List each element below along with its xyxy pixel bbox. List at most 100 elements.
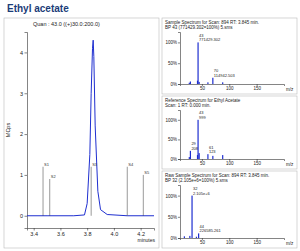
tick: 50	[200, 238, 206, 245]
chart-subtitle: BP 43 (771429.302=100%) 5.sms	[165, 25, 233, 30]
panel-frame	[4, 18, 159, 248]
marker-label: S3	[92, 162, 98, 167]
spectrum-bar	[212, 78, 213, 84]
spectrum-bar	[199, 153, 200, 159]
peak-marker	[49, 179, 50, 216]
spectrum-bar	[199, 82, 200, 84]
spectrum-bar	[222, 82, 223, 84]
spectrum-bar	[184, 236, 185, 238]
y-axis: 0% 50% 100%	[165, 33, 180, 87]
tick-mark	[25, 52, 28, 53]
tick: 50%	[168, 215, 180, 220]
spectrum-bar	[198, 233, 199, 238]
chart-subtitle: Scan: 1 RT: 0.000 min.	[165, 103, 210, 108]
axis-line	[178, 111, 181, 160]
spectrum-bar	[222, 155, 223, 159]
marker-label: S4	[128, 162, 134, 167]
tick: 0%	[170, 82, 180, 87]
tick-mark	[178, 196, 180, 197]
tick: 100%	[165, 40, 180, 45]
chart-subtitle: BP 32 (2.105e+6=100%) 5.sms	[165, 178, 228, 183]
tick-label: 0%	[170, 236, 177, 241]
spectrum-bar	[212, 156, 213, 159]
marker-label: S5	[144, 170, 150, 175]
x-axis: 50 100 150	[181, 238, 285, 245]
tick-label: 100	[226, 240, 234, 245]
spectrum-bar	[190, 151, 191, 159]
y-axis: 0%50%100%	[165, 111, 180, 162]
axis-line	[178, 33, 181, 85]
spectrum-bar	[207, 154, 208, 159]
tick-label: 100	[226, 86, 234, 91]
peak-label: 226585.261	[200, 228, 222, 233]
tick-mark	[178, 159, 180, 160]
chromatogram-line	[27, 40, 154, 216]
tick-label: 100%	[165, 118, 177, 123]
x-axis: 50100150	[181, 84, 285, 91]
tick-mark	[178, 120, 180, 121]
peak-marker	[43, 167, 44, 216]
tick-label: 0	[20, 213, 23, 219]
peak-label: 114942.503	[214, 73, 236, 78]
spectrum-bar	[189, 157, 190, 159]
tick-label: 3.4	[30, 231, 38, 237]
marker-label: S1	[44, 162, 50, 167]
tick: 4.2	[137, 228, 145, 237]
plot-area	[189, 120, 224, 159]
tick: 100	[226, 159, 234, 166]
y-axis: 0%50%100%	[165, 186, 180, 241]
tick: 2	[20, 131, 27, 137]
chart-title: Quan : 43.0 ((+)30.0:200.0)	[33, 21, 100, 27]
tick: 3	[20, 91, 27, 97]
tick: 3.4	[30, 228, 38, 237]
tick-label: 4	[20, 50, 23, 56]
tick-mark	[178, 84, 180, 85]
peak-label: 771429.302	[199, 37, 221, 42]
tick-label: 150	[253, 240, 261, 245]
tick-label: 3.8	[84, 231, 92, 237]
tick-label: 50%	[168, 61, 177, 66]
tick-label: 0%	[170, 82, 177, 87]
spectrum-bar	[191, 196, 192, 238]
tick-label: 50%	[168, 215, 177, 220]
tick: 4	[20, 50, 27, 56]
tick: 4.0	[111, 228, 119, 237]
tick: 50	[200, 159, 206, 166]
tick-mark	[178, 217, 180, 218]
x-axis-title: m/z	[286, 241, 294, 246]
x-axis-title: minutes	[137, 237, 155, 243]
tick-label: 3.6	[57, 231, 65, 237]
peak-label: 208	[191, 146, 198, 151]
tick-label: 50	[200, 240, 206, 245]
spectrum-bar	[189, 83, 190, 84]
tick-label: 150	[253, 161, 261, 166]
tick-label: 100%	[165, 40, 177, 45]
y-axis-title: MCps	[5, 123, 11, 138]
tick: 150	[253, 159, 261, 166]
tick-mark	[178, 42, 180, 43]
x-axis-title: m/z	[286, 87, 294, 92]
x-axis: 3.4 3.6 3.8 4.0 4.2	[28, 228, 155, 237]
spectrum-bar	[190, 82, 191, 84]
tick: 1	[20, 172, 27, 178]
tick-mark	[25, 175, 28, 176]
y-axis: 0 1 2 3 4	[20, 33, 28, 229]
panel-frame	[162, 171, 297, 248]
panel-frame	[162, 96, 297, 169]
axis-line	[25, 33, 28, 229]
page-title: Ethyl acetate	[7, 3, 69, 14]
tick-label: 3	[20, 91, 23, 97]
tick-mark	[178, 63, 180, 64]
tick-mark	[178, 139, 180, 140]
peak-label: 2.105e+6	[193, 191, 211, 196]
tick: 100%	[165, 118, 180, 123]
spectrum-bar	[197, 42, 198, 84]
tick: 3.8	[84, 228, 92, 237]
spectrum-bar	[189, 236, 190, 238]
tick: 150	[253, 238, 261, 245]
figure: Ethyl acetate3.43.63.84.04.201234S1S2S3S…	[0, 0, 300, 251]
peak-label: 999	[199, 115, 206, 120]
tick: 50	[200, 84, 206, 91]
tick: 50%	[168, 61, 180, 66]
tick-mark	[25, 93, 28, 94]
